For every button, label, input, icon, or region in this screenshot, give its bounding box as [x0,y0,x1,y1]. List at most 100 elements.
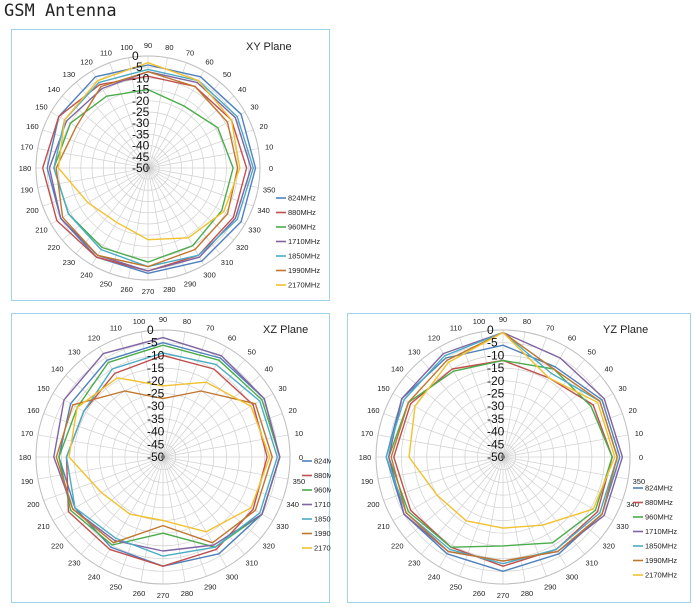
angle-tick-label: 250 [450,583,463,592]
angle-tick-label: 210 [37,522,50,531]
radial-tick-label: -50 [147,450,165,464]
angle-tick-label: 60 [568,333,576,342]
angle-tick-label: 310 [585,559,598,568]
angle-tick-label: 0 [299,453,303,462]
angle-tick-label: 260 [120,285,133,294]
xy-plane-panel: 0 10 20 30 40 50 60 70 80 90 100 110 120 130 140 150 160… [11,29,330,301]
angle-tick-label: 80 [523,317,531,326]
series-line-2170MHz [57,62,241,241]
angle-tick-label: 310 [221,258,234,267]
plane-title: XZ Plane [263,324,308,336]
angle-tick-label: 150 [37,384,50,393]
radial-tick-label: -15 [132,83,150,97]
angle-tick-label: 200 [367,500,380,509]
radial-tick-label: -50 [132,161,150,175]
angle-tick-label: 30 [618,384,626,393]
angle-tick-label: 160 [367,406,380,415]
angle-tick-label: 130 [63,70,76,79]
angle-tick-label: 210 [377,522,390,531]
angle-tick-label: 20 [629,406,637,415]
angle-tick-label: 330 [276,522,289,531]
angle-tick-label: 270 [157,591,170,600]
angle-tick-label: 170 [361,429,374,438]
angle-tick-label: 130 [68,347,81,356]
series-line-2170MHz [68,377,271,533]
angle-tick-label: 0 [639,453,643,462]
angle-tick-label: 60 [228,333,236,342]
legend-entry: 960MHz [314,486,331,495]
angle-tick-label: 110 [110,323,122,332]
radial-tick-label: -25 [147,387,165,401]
angle-tick-label: 100 [473,317,486,326]
angle-tick-label: 10 [635,429,643,438]
legend-entry: 2170MHz [645,571,677,580]
angle-tick-label: 70 [546,323,554,332]
angle-tick-label: 230 [408,559,421,568]
legend: 824MHz 880MHz 960MHz 1710MHz 1850MHz 1990MHz 2… [302,457,331,553]
angle-tick-label: 110 [450,323,462,332]
series-line-1990MHz [390,331,618,562]
legend-entry: 880MHz [314,471,331,480]
radial-tick-label: -10 [132,71,150,85]
angle-tick-label: 80 [183,317,191,326]
angle-tick-label: 230 [63,258,76,267]
angle-tick-label: 150 [377,384,390,393]
yz-plane-chart: 0 10 20 30 40 50 60 70 80 90 100 110 120 130 140 150 160… [359,315,678,600]
legend-entry: 824MHz [645,484,673,493]
angle-tick-label: 50 [223,70,231,79]
angle-tick-label: 330 [248,226,261,235]
angle-tick-label: 50 [248,347,256,356]
series-line-1990MHz [55,71,239,268]
angle-tick-label: 300 [566,573,579,582]
plane-title: XY Plane [246,41,292,53]
angle-tick-label: 0 [269,164,273,173]
angle-tick-label: 80 [165,43,173,52]
angle-tick-label: 340 [257,206,270,215]
angle-tick-label: 90 [159,315,167,324]
radial-tick-label: -5 [487,336,498,350]
radial-tick-label: -35 [487,412,505,426]
radial-tick-label: -45 [132,150,150,164]
angle-tick-label: 350 [633,477,646,486]
legend-entry: 880MHz [645,498,673,507]
angle-tick-label: 170 [21,143,34,152]
radial-tick-label: 0 [487,323,494,337]
radial-tick-label: -40 [487,425,505,439]
angle-tick-label: 290 [204,583,217,592]
series-line-1990MHz [55,390,273,544]
plane-title: YZ Plane [603,324,648,336]
angle-tick-label: 160 [26,122,39,131]
radial-tick-label: -25 [487,387,505,401]
angle-tick-label: 290 [544,583,557,592]
legend: 824MHz 880MHz 960MHz 1710MHz 1850MHz 1990MHz 2… [276,194,320,290]
angle-tick-label: 190 [361,477,374,486]
angle-tick-label: 40 [238,85,246,94]
angle-tick-label: 50 [588,347,596,356]
radial-tick-label: 0 [132,49,139,63]
series-line-1710MHz [48,71,252,272]
angle-tick-label: 240 [428,573,441,582]
radial-tick-label: -20 [487,374,505,388]
angle-tick-label: 200 [27,500,40,509]
angle-tick-label: 320 [236,243,249,252]
legend-entry: 960MHz [288,223,316,232]
angle-tick-label: 120 [80,57,93,66]
angle-tick-label: 140 [391,364,404,373]
angle-tick-label: 10 [295,429,303,438]
angle-tick-label: 280 [163,285,176,294]
angle-tick-label: 180 [19,164,32,173]
angle-tick-label: 170 [21,429,34,438]
angle-tick-label: 220 [48,243,61,252]
angle-tick-label: 40 [265,364,273,373]
legend-entry: 960MHz [645,513,673,522]
angle-tick-label: 240 [88,573,101,582]
series-line-1710MHz [53,336,281,552]
angle-tick-label: 30 [278,384,286,393]
angle-tick-label: 70 [206,323,214,332]
angle-tick-label: 100 [120,43,133,52]
legend-entry: 1850MHz [288,252,320,261]
document-title: GSM Antenna [4,1,117,21]
legend-entry: 1710MHz [314,500,331,509]
series-line-824MHz [46,64,257,274]
